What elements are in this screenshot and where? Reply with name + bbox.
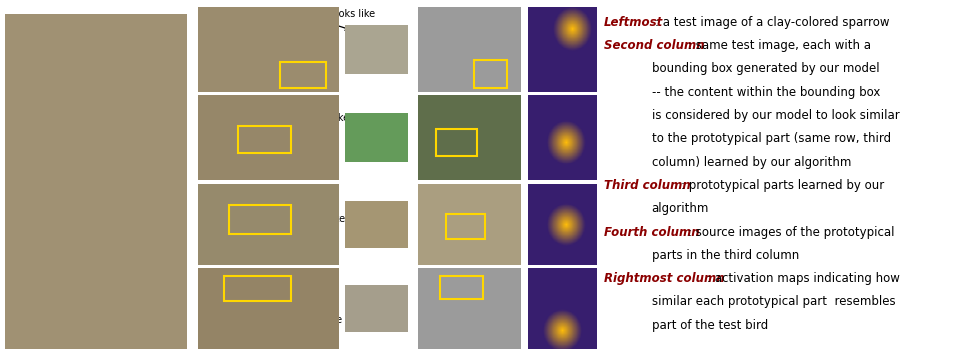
Text: is considered by our model to look similar: is considered by our model to look simil… [651, 109, 899, 122]
Text: Third column: Third column [603, 179, 690, 192]
Text: parts in the third column: parts in the third column [651, 249, 798, 262]
Text: Leftmost: Leftmost [603, 16, 662, 29]
Text: : activation maps indicating how: : activation maps indicating how [706, 272, 899, 285]
Text: Rightmost column: Rightmost column [603, 272, 723, 285]
Text: : source images of the prototypical: : source images of the prototypical [687, 226, 893, 239]
Bar [229, 205, 291, 234]
Bar [436, 129, 476, 156]
Text: -- the content within the bounding box: -- the content within the bounding box [651, 86, 879, 99]
Text: Fourth column: Fourth column [603, 226, 699, 239]
Bar [446, 214, 485, 239]
Bar [440, 276, 482, 299]
Text: column) learned by our algorithm: column) learned by our algorithm [651, 156, 850, 169]
Bar [474, 60, 506, 88]
Text: algorithm: algorithm [651, 202, 708, 215]
Bar [279, 62, 326, 88]
Text: to the prototypical part (same row, third: to the prototypical part (same row, thir… [651, 132, 890, 145]
Text: bounding box generated by our model: bounding box generated by our model [651, 62, 879, 76]
Text: : same test image, each with a: : same test image, each with a [687, 39, 870, 52]
Text: part of the test bird: part of the test bird [651, 319, 767, 332]
Text: looks like: looks like [329, 9, 375, 19]
Text: looks like: looks like [300, 214, 345, 225]
Bar [223, 276, 291, 301]
Bar [237, 126, 291, 153]
Text: looks like: looks like [296, 315, 342, 325]
Text: : a test image of a clay-colored sparrow: : a test image of a clay-colored sparrow [655, 16, 889, 29]
Text: looks like: looks like [304, 113, 349, 123]
Text: Second column: Second column [603, 39, 703, 52]
Text: similar each prototypical part  resembles: similar each prototypical part resembles [651, 295, 894, 309]
Text: : prototypical parts learned by our: : prototypical parts learned by our [680, 179, 883, 192]
